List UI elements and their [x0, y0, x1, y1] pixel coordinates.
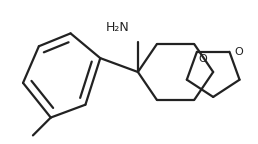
Text: H₂N: H₂N: [106, 21, 130, 34]
Text: O: O: [235, 47, 243, 57]
Text: O: O: [199, 54, 208, 64]
